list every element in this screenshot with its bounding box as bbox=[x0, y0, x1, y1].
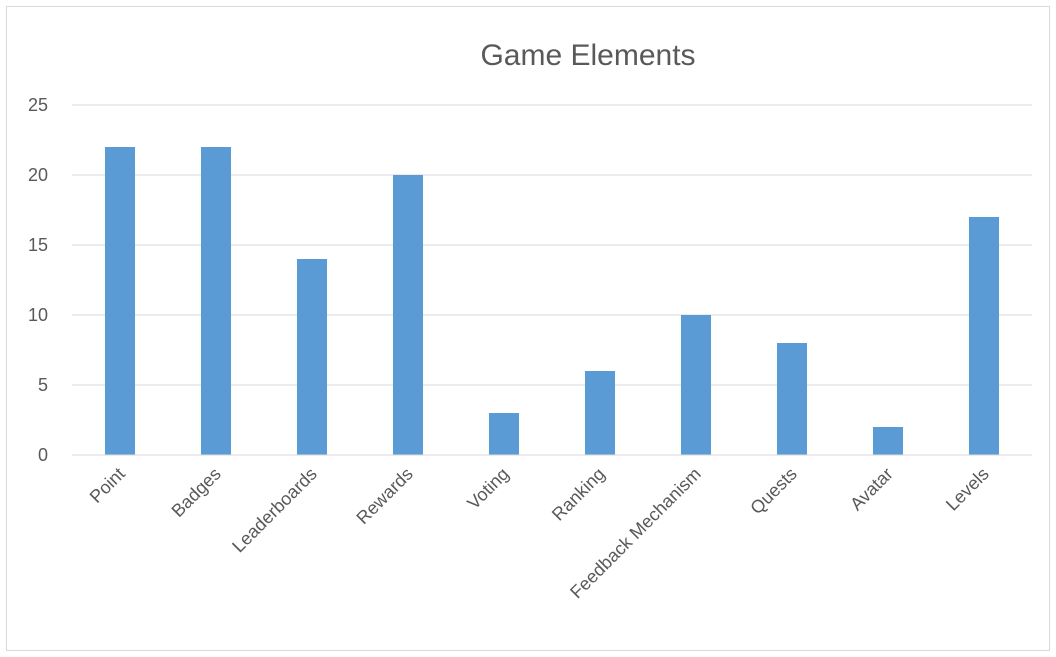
y-tick-label: 20 bbox=[28, 165, 48, 185]
gridlines bbox=[72, 104, 1032, 386]
x-axis-ticks: Point Badges Leaderboards Rewards Voting Rank… bbox=[86, 464, 993, 603]
bar bbox=[201, 147, 231, 455]
bar bbox=[297, 259, 327, 455]
bar bbox=[585, 371, 615, 455]
bar bbox=[777, 343, 807, 455]
x-tick-label: Levels bbox=[942, 464, 993, 515]
bar bbox=[105, 147, 135, 455]
x-tick-label: Voting bbox=[463, 464, 513, 514]
x-tick-label: Ranking bbox=[548, 464, 609, 525]
x-tick-label: Avatar bbox=[846, 464, 897, 515]
y-tick-label: 5 bbox=[38, 375, 48, 395]
chart-title: Game Elements bbox=[480, 39, 695, 72]
x-tick-label: Point bbox=[86, 464, 129, 507]
y-tick-label: 25 bbox=[28, 95, 48, 115]
y-tick-label: 10 bbox=[28, 305, 48, 325]
bar bbox=[489, 413, 519, 455]
x-tick-label: Leaderboards bbox=[228, 464, 321, 557]
bars bbox=[105, 147, 999, 455]
bar bbox=[681, 315, 711, 455]
chart-frame bbox=[6, 6, 1050, 651]
bar bbox=[969, 217, 999, 455]
x-tick-label: Rewards bbox=[352, 464, 416, 528]
x-tick-label: Quests bbox=[746, 464, 800, 518]
y-tick-label: 0 bbox=[38, 445, 48, 465]
y-tick-label: 15 bbox=[28, 235, 48, 255]
bar bbox=[393, 175, 423, 455]
x-tick-label: Badges bbox=[168, 464, 225, 521]
bar bbox=[873, 427, 903, 455]
y-axis-ticks: 0 5 10 15 20 25 bbox=[28, 95, 48, 465]
